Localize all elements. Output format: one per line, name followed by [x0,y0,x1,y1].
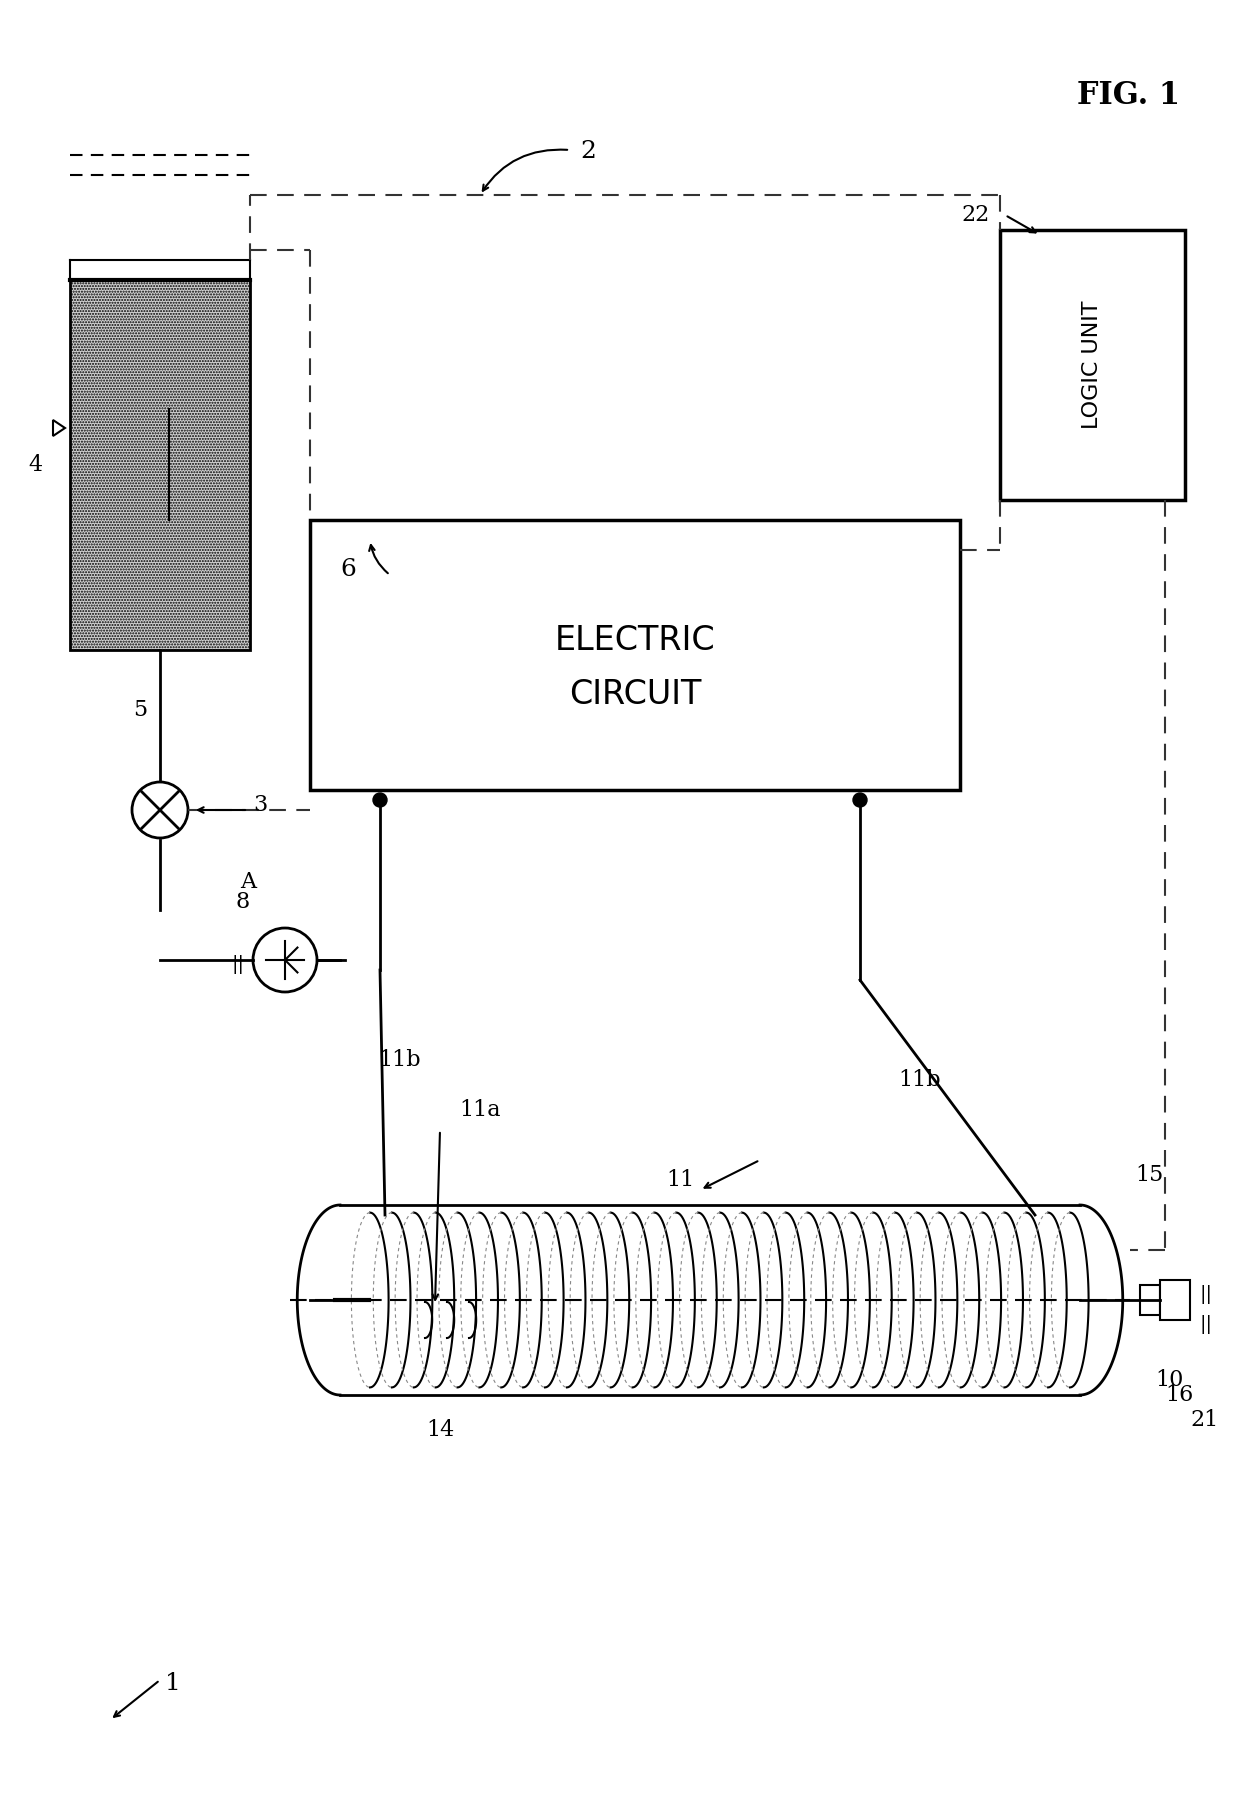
Bar [310,519,960,789]
Text: 11a: 11a [459,1099,501,1120]
Text: 5: 5 [133,699,148,720]
Text: ||: || [1200,1285,1213,1305]
Text: 1: 1 [165,1672,181,1694]
Bar [999,230,1185,500]
Text: CIRCUIT: CIRCUIT [569,679,701,711]
Bar [69,281,250,650]
Text: 21: 21 [1190,1408,1218,1432]
Text: 8: 8 [236,891,250,912]
Text: 10: 10 [1154,1368,1183,1392]
Text: 6: 6 [340,559,356,581]
Text: 11b: 11b [899,1070,941,1091]
Text: 11: 11 [666,1169,694,1191]
Text: 2: 2 [580,139,596,163]
Text: 3: 3 [253,795,268,816]
Bar [1140,1285,1159,1316]
Text: 11b: 11b [378,1050,422,1072]
Bar [1159,1280,1190,1319]
Text: A: A [241,871,255,892]
Text: 15: 15 [1135,1164,1163,1186]
Text: 22: 22 [962,205,990,226]
Text: FIG. 1: FIG. 1 [1078,80,1180,110]
Circle shape [853,793,867,807]
Text: 4: 4 [29,454,42,476]
Text: ELECTRIC: ELECTRIC [554,623,715,657]
Text: LOGIC UNIT: LOGIC UNIT [1083,300,1102,429]
Circle shape [373,793,387,807]
Text: 14: 14 [425,1419,454,1441]
Text: ||: || [232,956,244,974]
Text: 16: 16 [1166,1385,1193,1406]
Text: ||: || [1200,1316,1213,1334]
